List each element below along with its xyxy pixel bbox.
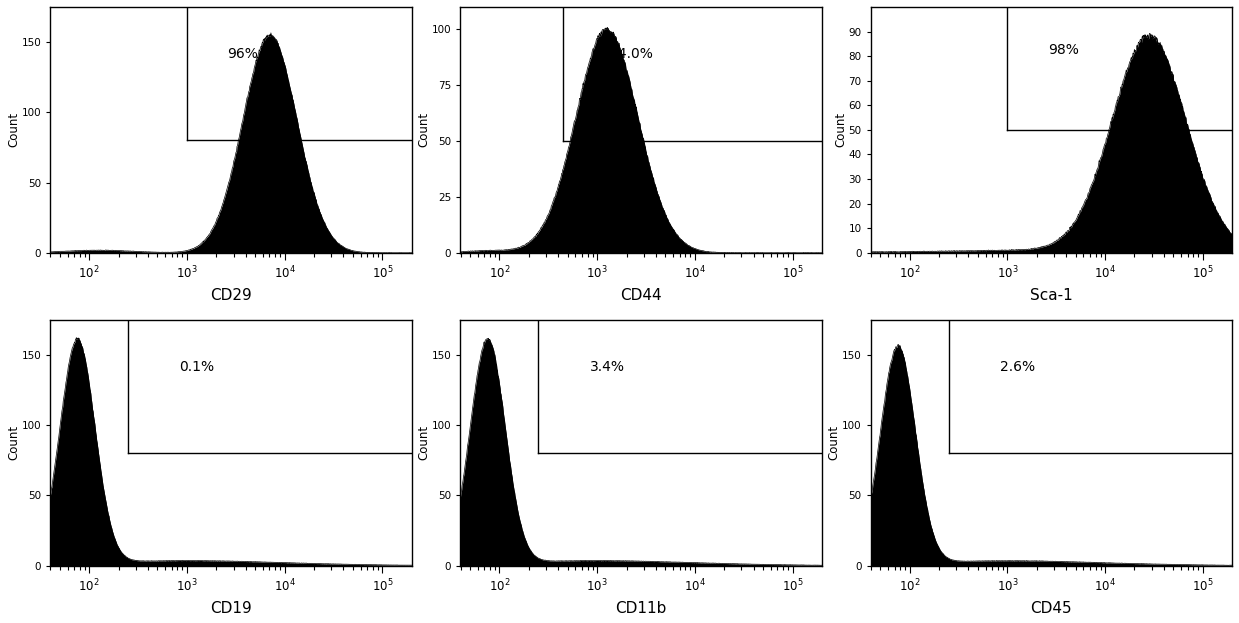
X-axis label: CD44: CD44 bbox=[621, 288, 662, 303]
X-axis label: CD45: CD45 bbox=[1031, 601, 1072, 616]
X-axis label: CD19: CD19 bbox=[209, 601, 252, 616]
Y-axis label: Count: Count bbox=[418, 112, 430, 148]
X-axis label: CD29: CD29 bbox=[209, 288, 252, 303]
Text: 94.0%: 94.0% bbox=[610, 47, 653, 61]
Text: 3.4%: 3.4% bbox=[590, 359, 624, 374]
X-axis label: CD11b: CD11b bbox=[616, 601, 667, 616]
Y-axis label: Count: Count bbox=[828, 426, 840, 460]
X-axis label: Sca-1: Sca-1 bbox=[1030, 288, 1073, 303]
Text: 0.1%: 0.1% bbox=[180, 359, 214, 374]
Y-axis label: Count: Count bbox=[7, 112, 20, 148]
Y-axis label: Count: Count bbox=[834, 112, 847, 148]
Text: 98%: 98% bbox=[1048, 43, 1079, 57]
Text: 2.6%: 2.6% bbox=[1000, 359, 1035, 374]
Y-axis label: Count: Count bbox=[418, 426, 430, 460]
Text: 96%: 96% bbox=[227, 47, 258, 60]
Y-axis label: Count: Count bbox=[7, 426, 20, 460]
